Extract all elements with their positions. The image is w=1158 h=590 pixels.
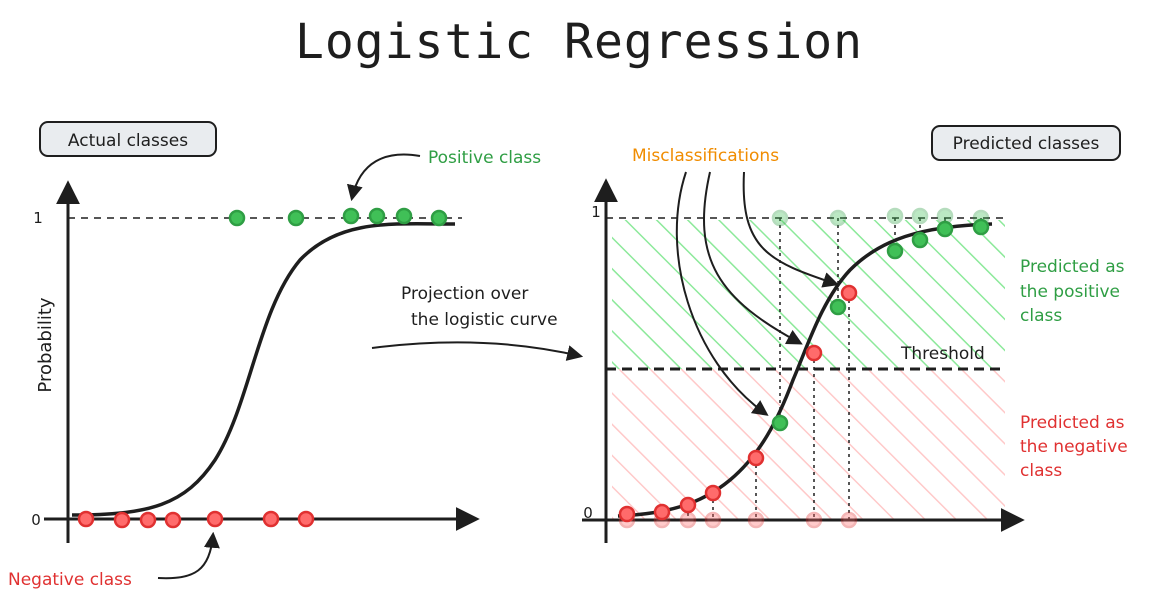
projected-positive-point — [936, 220, 954, 238]
threshold-label: Threshold — [900, 344, 985, 364]
projected-positive-point — [911, 231, 929, 249]
projection-line-1: Projection over — [401, 284, 528, 304]
faded-original-points — [618, 207, 990, 529]
projection-lines — [661, 218, 982, 520]
svg-text:Predicted as: Predicted as — [1020, 257, 1125, 277]
misclass-arrow-1 — [675, 171, 769, 416]
svg-text:the positive: the positive — [1020, 282, 1120, 302]
positive-point — [342, 207, 360, 225]
left-tick-zero: 0 — [31, 511, 41, 529]
y-axis-label: Probability — [35, 297, 56, 392]
negative-point — [164, 511, 182, 529]
left-panel: Actual classes 1 0 Probability — [8, 121, 541, 590]
misclassified-negative-point — [805, 344, 823, 362]
left-tick-one: 1 — [33, 209, 43, 227]
projection-arrow — [371, 341, 584, 361]
predicted-positive-label: Predicted as the positive class — [1020, 257, 1125, 326]
negative-point — [77, 510, 95, 528]
right-panel: Predicted classes 1 0 Threshold — [582, 125, 1128, 543]
predicted-classes-label: Predicted classes — [953, 134, 1100, 154]
negative-region — [612, 369, 1005, 519]
predicted-negative-label: Predicted as the negative class — [1020, 413, 1128, 481]
page-title: Logistic Regression — [294, 14, 864, 70]
negative-point — [262, 510, 280, 528]
predicted-classes-badge — [931, 125, 1121, 161]
negative-point — [206, 510, 224, 528]
negative-point — [139, 511, 157, 529]
positive-class-callout: Positive class — [428, 148, 541, 168]
projected-positive-point — [829, 298, 847, 316]
actual-classes-label: Actual classes — [68, 131, 188, 151]
misclassified-negative-point — [840, 284, 858, 302]
projected-positive-point — [972, 218, 990, 236]
positive-point — [430, 209, 448, 227]
negative-class-callout: Negative class — [8, 570, 132, 590]
projected-negative-point — [704, 484, 722, 502]
projected-negative-point — [618, 505, 636, 523]
positive-callout-arrow — [346, 153, 421, 202]
misclassifications-label: Misclassifications — [632, 146, 779, 166]
svg-text:class: class — [1020, 306, 1062, 326]
misclassified-positive-point — [771, 414, 789, 432]
projected-negative-point — [679, 496, 697, 514]
projection-line-2: the logistic curve — [411, 310, 558, 330]
projected-points — [618, 218, 990, 523]
negative-point — [113, 511, 131, 529]
projected-negative-point — [747, 449, 765, 467]
positive-point — [228, 209, 246, 227]
svg-text:Predicted as: Predicted as — [1020, 413, 1125, 433]
projected-negative-point — [653, 503, 671, 521]
positive-point — [287, 209, 305, 227]
svg-text:the negative: the negative — [1020, 437, 1128, 457]
projected-positive-point — [886, 242, 904, 260]
misclass-arrow-2 — [703, 171, 803, 345]
positive-point — [395, 207, 413, 225]
misclass-arrow-3 — [742, 171, 840, 288]
projection-annotation: Projection over the logistic curve — [371, 284, 584, 361]
actual-classes-badge — [39, 121, 217, 157]
svg-text:class: class — [1020, 461, 1062, 481]
negative-callout-arrow — [157, 531, 220, 580]
misclassification-arrows — [675, 171, 840, 416]
left-negative-points — [77, 510, 315, 529]
positive-point — [368, 207, 386, 225]
left-logistic-curve — [71, 221, 456, 517]
right-tick-zero: 0 — [583, 504, 593, 522]
right-logistic-curve — [617, 222, 993, 518]
left-positive-points — [228, 207, 448, 227]
right-tick-one: 1 — [591, 203, 601, 221]
negative-point — [297, 510, 315, 528]
